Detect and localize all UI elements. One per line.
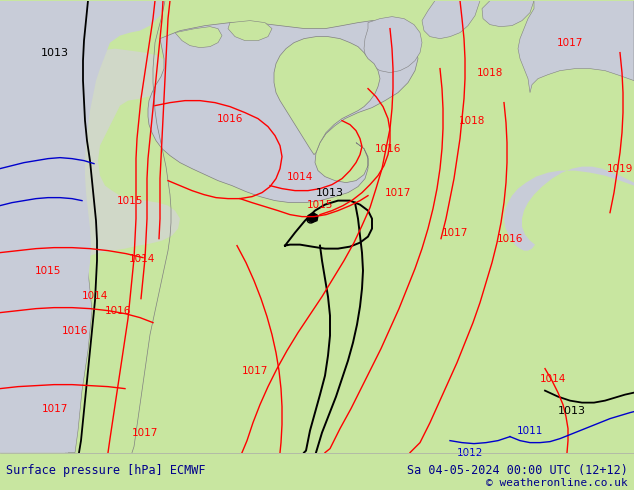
Text: 1017: 1017 <box>385 188 411 197</box>
Text: 1013: 1013 <box>316 188 344 197</box>
Polygon shape <box>422 0 480 39</box>
Polygon shape <box>482 0 534 26</box>
Text: © weatheronline.co.uk: © weatheronline.co.uk <box>486 478 628 488</box>
Text: 1014: 1014 <box>540 374 566 384</box>
Text: 1016: 1016 <box>217 114 243 123</box>
Polygon shape <box>307 213 318 222</box>
Text: 1019: 1019 <box>607 164 633 173</box>
Text: 1016: 1016 <box>61 326 88 336</box>
Text: 1015: 1015 <box>307 199 333 210</box>
Text: 1018: 1018 <box>477 68 503 77</box>
Polygon shape <box>0 0 180 453</box>
Text: 1014: 1014 <box>129 254 155 264</box>
Text: 1013: 1013 <box>41 48 69 58</box>
Text: 1016: 1016 <box>375 144 401 154</box>
Polygon shape <box>274 37 380 155</box>
Text: 1017: 1017 <box>132 428 158 438</box>
Text: 1014: 1014 <box>287 172 313 182</box>
Text: 1013: 1013 <box>558 406 586 416</box>
Polygon shape <box>518 0 634 93</box>
Text: 1016: 1016 <box>105 306 131 316</box>
Text: 1012: 1012 <box>457 448 483 458</box>
Polygon shape <box>228 21 272 41</box>
Polygon shape <box>440 0 634 250</box>
Text: 1017: 1017 <box>42 404 68 414</box>
Polygon shape <box>175 26 222 48</box>
Text: 1017: 1017 <box>557 38 583 48</box>
Polygon shape <box>148 21 418 203</box>
Polygon shape <box>364 17 422 73</box>
Polygon shape <box>0 0 165 453</box>
Text: 1017: 1017 <box>242 366 268 376</box>
Text: 1017: 1017 <box>442 228 468 238</box>
Text: 1011: 1011 <box>517 426 543 436</box>
Text: 1018: 1018 <box>459 116 485 125</box>
Text: 1016: 1016 <box>497 234 523 244</box>
Text: Sa 04-05-2024 00:00 UTC (12+12): Sa 04-05-2024 00:00 UTC (12+12) <box>407 464 628 477</box>
Text: 1014: 1014 <box>82 291 108 301</box>
Polygon shape <box>0 0 100 453</box>
Text: Surface pressure [hPa] ECMWF: Surface pressure [hPa] ECMWF <box>6 464 206 477</box>
Text: 1015: 1015 <box>35 266 61 275</box>
Text: 1015: 1015 <box>117 196 143 206</box>
